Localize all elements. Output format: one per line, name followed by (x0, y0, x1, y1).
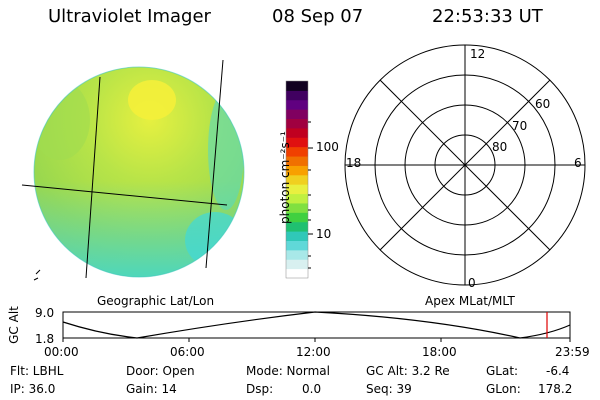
colorbar-segment (286, 231, 308, 241)
colorbar-segment (286, 221, 308, 232)
colorbar-segment (286, 212, 308, 223)
colorbar-segment (286, 268, 308, 279)
colorbar-segment (286, 174, 308, 185)
colorbar-segment (286, 118, 308, 129)
status-door: Door: Open (126, 364, 195, 378)
status-glon-label: GLon: (486, 382, 521, 396)
colorbar-segment (286, 109, 308, 120)
alt-x-tick-0: 00:00 (44, 345, 79, 359)
alt-y-top: 9.0 (35, 306, 55, 320)
colorbar-segment (286, 156, 308, 166)
geographic-caption: Geographic Lat/Lon (97, 294, 215, 308)
status-dsp-value: 0.0 (302, 382, 322, 396)
colorbar-segment (286, 202, 308, 213)
status-gain: Gain: 14 (126, 382, 177, 396)
date-label: 08 Sep 07 (272, 6, 364, 27)
alt-x-tick-3: 18:00 (422, 345, 457, 359)
status-dsp-label: Dsp: (246, 382, 274, 396)
colorbar-segment (286, 81, 308, 91)
mlt-label-top: 12 (470, 47, 486, 61)
status-glon-value: 178.2 (538, 382, 573, 396)
lat-label-80: 80 (492, 140, 508, 154)
status-mode: Mode: Normal (246, 364, 330, 378)
mlt-label-bottom: 0 (468, 276, 476, 290)
colorbar-segment (286, 137, 308, 148)
status-gc-alt: GC Alt: 3.2 Re (366, 364, 450, 378)
colorbar-segment (286, 146, 308, 157)
status-glat-label: GLat: (486, 364, 519, 378)
status-seq: Seq: 39 (366, 382, 412, 396)
colorbar-segment (286, 193, 308, 204)
alt-x-tick-2: 12:00 (296, 345, 331, 359)
status-glat-value: -6.4 (546, 364, 570, 378)
colorbar-segment (286, 90, 308, 101)
colorbar-segment (286, 259, 308, 270)
disk-edge-marks (33, 269, 41, 281)
colorbar-segment (286, 184, 308, 195)
colorbar-unit-label: photon cm⁻²s⁻¹ (278, 131, 292, 224)
colorbar-tick-10: 10 (316, 227, 332, 241)
alt-axis-label: GC Alt (7, 306, 21, 344)
geographic-grid-lines (21, 59, 228, 279)
alt-x-tick-4: 23:59 (555, 345, 590, 359)
colorbar-segment (286, 165, 308, 176)
colorbar-tick-100: 100 (316, 140, 339, 154)
uv-earth-disk-image (33, 66, 245, 278)
mlt-label-left: 18 (346, 156, 362, 170)
altitude-plot (62, 311, 571, 342)
status-flt: Flt: LBHL (10, 364, 64, 378)
colorbar-segment (286, 127, 308, 138)
alt-y-bottom: 1.8 (35, 332, 55, 346)
lat-label-60: 60 (535, 97, 551, 111)
apex-caption: Apex MLat/MLT (425, 294, 515, 308)
colorbar-segment (286, 240, 308, 251)
colorbar-segment (286, 99, 308, 110)
lat-label-70: 70 (512, 119, 528, 133)
instrument-title: Ultraviolet Imager (48, 6, 211, 27)
status-ip: IP: 36.0 (10, 382, 56, 396)
mlt-label-right: 6 (574, 156, 582, 170)
alt-x-tick-1: 06:00 (170, 345, 205, 359)
time-label: 22:53:33 UT (432, 6, 543, 27)
apex-polar-plot (344, 44, 586, 286)
colorbar (286, 81, 308, 279)
colorbar-segment (286, 249, 308, 260)
